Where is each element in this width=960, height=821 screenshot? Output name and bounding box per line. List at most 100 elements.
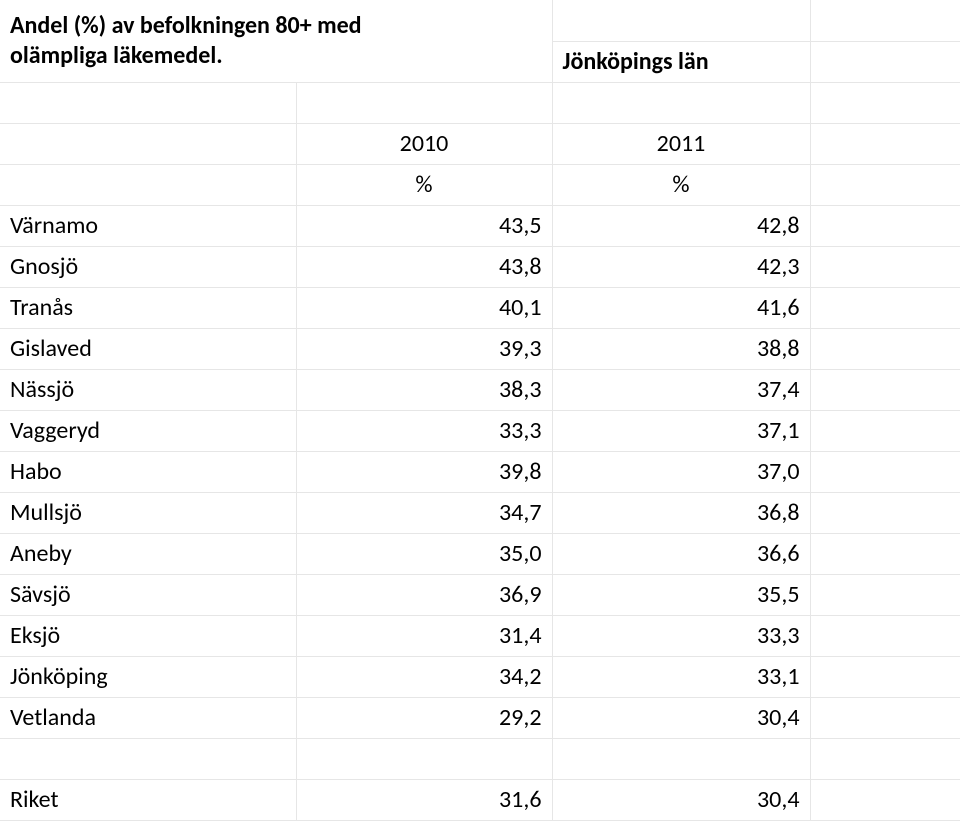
row-value-2011: 36,8: [552, 492, 810, 533]
footer-value-2010: 31,6: [296, 779, 552, 820]
empty-cell: [810, 0, 960, 41]
empty-cell: [810, 533, 960, 574]
table-row: Eksjö 31,4 33,3: [0, 615, 960, 656]
empty-cell: [810, 574, 960, 615]
row-value-2010: 38,3: [296, 369, 552, 410]
row-value-2011: 42,8: [552, 205, 810, 246]
row-value-2010: 34,7: [296, 492, 552, 533]
table-row: Nässjö 38,3 37,4: [0, 369, 960, 410]
empty-cell: [0, 82, 296, 123]
table-title: Andel (%) av befolkningen 80+ med olämpl…: [0, 0, 552, 82]
empty-cell: [296, 738, 552, 779]
unit-col-1: %: [296, 164, 552, 205]
row-value-2011: 33,1: [552, 656, 810, 697]
empty-cell: [810, 287, 960, 328]
row-name: Gnosjö: [0, 246, 296, 287]
row-name: Mullsjö: [0, 492, 296, 533]
table-row: Habo 39,8 37,0: [0, 451, 960, 492]
table-row: Tranås 40,1 41,6: [0, 287, 960, 328]
empty-cell: [296, 82, 552, 123]
year-header-row: 2010 2011: [0, 123, 960, 164]
row-name: Gislaved: [0, 328, 296, 369]
row-name: Nässjö: [0, 369, 296, 410]
row-name: Tranås: [0, 287, 296, 328]
table-row: Gislaved 39,3 38,8: [0, 328, 960, 369]
empty-cell: [552, 82, 810, 123]
empty-cell: [810, 451, 960, 492]
row-name: Aneby: [0, 533, 296, 574]
table-row: Mullsjö 34,7 36,8: [0, 492, 960, 533]
row-value-2010: 39,3: [296, 328, 552, 369]
empty-cell: [0, 123, 296, 164]
empty-cell: [810, 205, 960, 246]
title-line-2: olämpliga läkemedel.: [10, 41, 223, 70]
row-value-2010: 34,2: [296, 656, 552, 697]
table-row: Värnamo 43,5 42,8: [0, 205, 960, 246]
row-name: Sävsjö: [0, 574, 296, 615]
empty-cell: [810, 41, 960, 82]
row-value-2010: 35,0: [296, 533, 552, 574]
row-value-2011: 30,4: [552, 697, 810, 738]
row-name: Jönköping: [0, 656, 296, 697]
row-value-2011: 37,4: [552, 369, 810, 410]
row-value-2011: 37,1: [552, 410, 810, 451]
spacer-row: [0, 82, 960, 123]
empty-cell: [810, 123, 960, 164]
unit-col-2: %: [552, 164, 810, 205]
row-value-2010: 43,8: [296, 246, 552, 287]
empty-cell: [0, 738, 296, 779]
row-value-2011: 33,3: [552, 615, 810, 656]
row-value-2011: 38,8: [552, 328, 810, 369]
row-name: Vaggeryd: [0, 410, 296, 451]
empty-cell: [810, 656, 960, 697]
footer-row: Riket 31,6 30,4: [0, 779, 960, 820]
spacer-row: [0, 738, 960, 779]
footer-value-2011: 30,4: [552, 779, 810, 820]
row-value-2010: 31,4: [296, 615, 552, 656]
row-name: Eksjö: [0, 615, 296, 656]
table-row: Vetlanda 29,2 30,4: [0, 697, 960, 738]
row-value-2011: 35,5: [552, 574, 810, 615]
empty-cell: [810, 328, 960, 369]
row-value-2010: 29,2: [296, 697, 552, 738]
table-row: Aneby 35,0 36,6: [0, 533, 960, 574]
table-row: Gnosjö 43,8 42,3: [0, 246, 960, 287]
empty-cell: [810, 246, 960, 287]
table-page: Andel (%) av befolkningen 80+ med olämpl…: [0, 0, 960, 789]
row-value-2010: 43,5: [296, 205, 552, 246]
row-value-2010: 40,1: [296, 287, 552, 328]
row-value-2010: 39,8: [296, 451, 552, 492]
table-row: Jönköping 34,2 33,1: [0, 656, 960, 697]
empty-cell: [810, 369, 960, 410]
empty-cell: [810, 82, 960, 123]
unit-header-row: % %: [0, 164, 960, 205]
year-2010-header: 2010: [296, 123, 552, 164]
empty-cell: [552, 0, 810, 41]
footer-name: Riket: [0, 779, 296, 820]
empty-cell: [810, 492, 960, 533]
region-subtitle: Jönköpings län: [552, 41, 810, 82]
row-value-2010: 33,3: [296, 410, 552, 451]
empty-cell: [810, 779, 960, 820]
table-row: Vaggeryd 33,3 37,1: [0, 410, 960, 451]
empty-cell: [810, 615, 960, 656]
row-value-2010: 36,9: [296, 574, 552, 615]
empty-cell: [810, 738, 960, 779]
row-value-2011: 36,6: [552, 533, 810, 574]
title-line-1: Andel (%) av befolkningen 80+ med: [10, 11, 362, 40]
data-table: Andel (%) av befolkningen 80+ med olämpl…: [0, 0, 960, 821]
row-value-2011: 37,0: [552, 451, 810, 492]
empty-cell: [810, 697, 960, 738]
empty-cell: [810, 410, 960, 451]
empty-cell: [552, 738, 810, 779]
empty-cell: [0, 164, 296, 205]
year-2011-header: 2011: [552, 123, 810, 164]
title-row: Andel (%) av befolkningen 80+ med olämpl…: [0, 0, 960, 41]
row-name: Vetlanda: [0, 697, 296, 738]
row-name: Habo: [0, 451, 296, 492]
row-value-2011: 41,6: [552, 287, 810, 328]
row-name: Värnamo: [0, 205, 296, 246]
row-value-2011: 42,3: [552, 246, 810, 287]
table-row: Sävsjö 36,9 35,5: [0, 574, 960, 615]
empty-cell: [810, 164, 960, 205]
